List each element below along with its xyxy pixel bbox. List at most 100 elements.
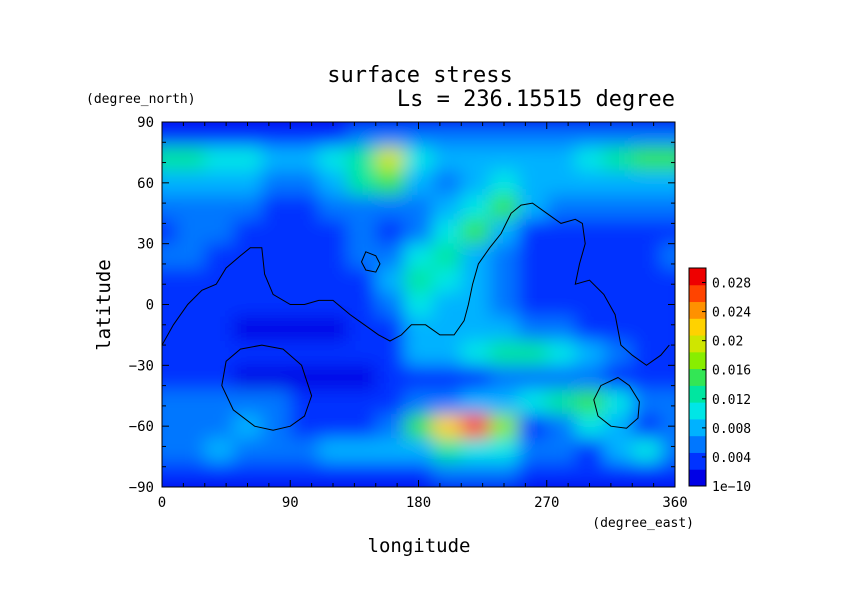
heatmap-cell (575, 292, 605, 318)
heatmap-cell (518, 219, 548, 245)
heatmap-cell (318, 365, 348, 391)
heatmap-cell (233, 146, 263, 172)
heatmap-cell (603, 438, 633, 464)
heatmap-cell (546, 316, 576, 342)
heatmap-cell (176, 243, 206, 269)
heatmap-cell (575, 170, 605, 196)
heatmap-cell (404, 292, 434, 318)
heatmap-cell (290, 341, 320, 366)
heatmap-cell (632, 438, 662, 464)
heatmap-cell (518, 316, 548, 342)
heatmap-cell (603, 170, 633, 196)
heatmap-cell (233, 292, 263, 318)
heatmap-cell (404, 341, 434, 366)
heatmap-cell (176, 389, 206, 415)
heatmap-cell (162, 292, 177, 318)
heatmap-cell (176, 146, 206, 172)
heatmap-cell (461, 365, 491, 391)
heatmap-cell (461, 438, 491, 464)
heatmap-cell (176, 292, 206, 318)
heatmap-cell (632, 414, 662, 439)
hellas-basin-contour (221, 344, 313, 431)
heatmap-cell (632, 292, 662, 318)
colorbar-segment (689, 335, 706, 353)
chart-subtitle: Ls = 236.15515 degree (397, 87, 675, 112)
heatmap-cell (347, 316, 377, 342)
heatmap-cell (632, 389, 662, 415)
heatmap-cell (660, 365, 675, 391)
y-axis-ticks: 90 60 30 0 −30 −60 −90 (129, 115, 675, 496)
heatmap-cell (603, 195, 633, 220)
heatmap-cell (347, 438, 377, 464)
colorbar-segment (689, 284, 706, 303)
colorbar-segment (689, 368, 706, 386)
heatmap-cell (318, 219, 348, 245)
heatmap-cell (318, 389, 348, 415)
colorbar-segment (689, 351, 706, 370)
heatmap-cell (290, 462, 320, 487)
heatmap-cell (204, 438, 234, 464)
y-unit-label: (degree_north) (86, 92, 196, 107)
heatmap-cell (489, 365, 519, 391)
colorbar-segment (689, 318, 706, 336)
heatmap-cell (660, 316, 675, 342)
heatmap-cell (632, 195, 662, 220)
heatmap-cell (432, 170, 462, 196)
heatmap-cell (233, 365, 263, 391)
heatmap-cell (432, 146, 462, 172)
heatmap-cell (489, 195, 519, 220)
heatmap-cell (204, 268, 234, 293)
heatmap-cell (432, 195, 462, 220)
heatmap-field (162, 122, 675, 487)
heatmap-cell (603, 219, 633, 245)
y-axis-label: latitude (93, 259, 115, 351)
heatmap-cell (432, 316, 462, 342)
heatmap-cell (347, 268, 377, 293)
heatmap-cell (432, 438, 462, 464)
heatmap-cell (432, 122, 462, 147)
heatmap-cell (603, 389, 633, 415)
heatmap-cell (375, 316, 405, 342)
heatmap-cell (603, 122, 633, 147)
heatmap-cell (404, 268, 434, 293)
heatmap-cell (575, 414, 605, 439)
heatmap-cell (518, 389, 548, 415)
heatmap-cell (162, 146, 177, 172)
heatmap-cell (518, 414, 548, 439)
heatmap-cell (290, 438, 320, 464)
x-unit-label: (degree_east) (592, 516, 694, 531)
heatmap-cell (489, 341, 519, 366)
heatmap-cell (575, 122, 605, 147)
heatmap-cell (575, 438, 605, 464)
heatmap-cell (318, 268, 348, 293)
heatmap-cell (375, 365, 405, 391)
x-tick-label: 90 (282, 495, 299, 511)
heatmap-cell (432, 268, 462, 293)
heatmap-cell (176, 316, 206, 342)
heatmap-cell (575, 243, 605, 269)
heatmap-cell (261, 243, 291, 269)
heatmap-cell (162, 341, 177, 366)
heatmap-cell (233, 341, 263, 366)
heatmap-cell (546, 414, 576, 439)
heatmap-cell (318, 170, 348, 196)
heatmap-cell (176, 170, 206, 196)
heatmap-cell (176, 341, 206, 366)
topography-contours (162, 202, 670, 431)
heatmap-cell (290, 365, 320, 391)
heatmap-cell (261, 462, 291, 487)
heatmap-cell (290, 122, 320, 147)
heatmap-cell (318, 438, 348, 464)
heatmap-cell (162, 268, 177, 293)
heatmap-cell (176, 462, 206, 487)
heatmap-cell (518, 341, 548, 366)
colorbar-tick-label: 0.016 (712, 364, 751, 379)
heatmap-cell (233, 389, 263, 415)
heatmap-cell (518, 146, 548, 172)
heatmap-cell (404, 365, 434, 391)
colorbar-segment (689, 301, 706, 319)
y-tick-label: 0 (146, 298, 154, 314)
heatmap-cell (162, 219, 177, 245)
heatmap-cell (461, 389, 491, 415)
y-tick-label: −60 (129, 419, 154, 435)
